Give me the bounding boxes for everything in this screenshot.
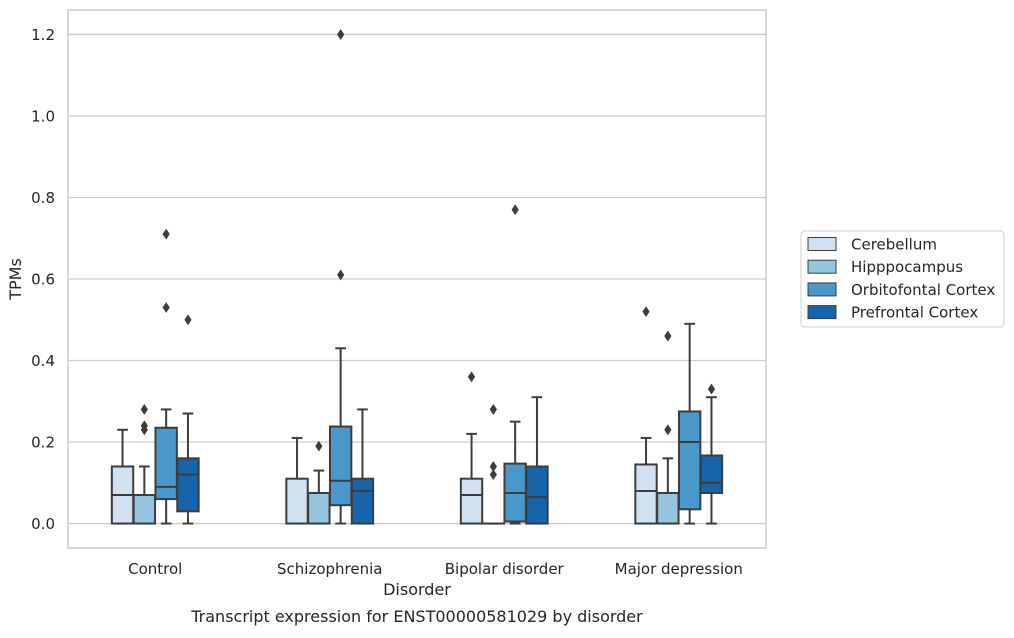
- box-body: [679, 411, 700, 509]
- box-body: [657, 493, 678, 524]
- y-tick-label: 0.0: [31, 515, 55, 533]
- y-tick-label: 0.2: [31, 434, 55, 452]
- legend-item: Hipppocampus: [808, 258, 963, 276]
- legend-label: Prefrontal Cortex: [851, 304, 978, 322]
- legend: Cerebellum Hipppocampus Orbitofontal Corte…: [801, 231, 1004, 327]
- chart-caption: Transcript expression for ENST0000058102…: [190, 607, 643, 626]
- box-body: [461, 479, 482, 524]
- legend-swatch: [808, 238, 836, 251]
- box-body: [635, 464, 656, 523]
- legend-item: Prefrontal Cortex: [808, 304, 978, 322]
- y-tick-label: 1.0: [31, 107, 55, 125]
- x-axis-label: Disorder: [383, 580, 451, 599]
- legend-swatch: [808, 306, 836, 319]
- y-axis-label: TPMs: [6, 258, 25, 301]
- legend-label: Orbitofontal Cortex: [851, 281, 995, 299]
- box-body: [330, 427, 351, 506]
- box-body: [177, 458, 198, 511]
- y-tick-label: 0.8: [31, 189, 55, 207]
- legend-item: Cerebellum: [808, 236, 937, 254]
- legend-label: Cerebellum: [851, 236, 937, 254]
- legend-swatch: [808, 283, 836, 296]
- y-axis-ticks: 0.0 0.2 0.4 0.6 0.8 1.0 1.2: [31, 26, 55, 533]
- y-tick-label: 0.4: [31, 352, 55, 370]
- y-tick-label: 0.6: [31, 271, 55, 289]
- legend-swatch: [808, 260, 836, 273]
- x-tick-label: Major depression: [615, 560, 743, 578]
- box-body: [701, 455, 722, 492]
- legend-label: Hipppocampus: [851, 258, 963, 276]
- y-tick-label: 1.2: [31, 26, 55, 44]
- x-axis-ticks: Control Schizophrenia Bipolar disorder Majo…: [128, 560, 743, 578]
- x-tick-label: Control: [128, 560, 182, 578]
- box-body: [286, 479, 307, 524]
- x-tick-label: Bipolar disorder: [445, 560, 565, 578]
- legend-item: Orbitofontal Cortex: [808, 281, 995, 299]
- box-body: [155, 428, 176, 499]
- box-body: [308, 493, 329, 524]
- box-body: [352, 479, 373, 524]
- x-tick-label: Schizophrenia: [277, 560, 382, 578]
- box-body: [526, 466, 547, 523]
- box-body: [134, 495, 155, 524]
